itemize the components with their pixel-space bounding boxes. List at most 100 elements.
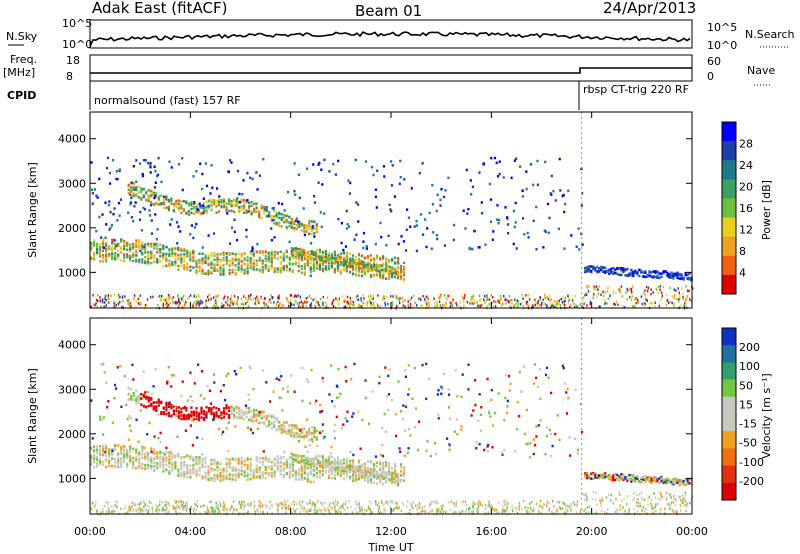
velocity-cell bbox=[315, 468, 318, 471]
power-cell bbox=[138, 260, 141, 264]
velocity-cell bbox=[545, 434, 548, 438]
power-cell bbox=[461, 295, 463, 298]
power-cell bbox=[120, 240, 123, 243]
velocity-cell bbox=[505, 411, 509, 415]
power-cell bbox=[431, 183, 434, 187]
power-cell bbox=[144, 261, 147, 265]
power-cell bbox=[402, 240, 405, 243]
power-cell bbox=[515, 247, 518, 250]
power-cell bbox=[130, 305, 132, 308]
power-cell bbox=[275, 215, 278, 218]
power-cell bbox=[255, 250, 258, 253]
velocity-cell bbox=[213, 479, 216, 482]
power-cell bbox=[683, 305, 685, 309]
power-cell bbox=[613, 302, 615, 306]
velocity-cell bbox=[219, 462, 222, 465]
power-cell bbox=[372, 301, 375, 304]
power-cell bbox=[409, 306, 412, 309]
power-cell bbox=[642, 304, 644, 307]
power-cell bbox=[246, 171, 249, 175]
power-cell bbox=[324, 250, 327, 253]
power-cell bbox=[205, 184, 209, 188]
power-cell bbox=[342, 264, 345, 267]
power-cell bbox=[138, 258, 141, 262]
power-cell bbox=[243, 270, 246, 273]
velocity-cell bbox=[196, 436, 199, 439]
power-cell bbox=[297, 257, 300, 261]
velocity-cell bbox=[333, 437, 336, 440]
velocity-cell bbox=[126, 456, 129, 459]
power-cell bbox=[222, 251, 225, 254]
power-cell bbox=[306, 258, 309, 261]
power-cell bbox=[539, 298, 541, 301]
power-cell bbox=[356, 264, 360, 268]
velocity-cell bbox=[106, 405, 109, 409]
power-cell bbox=[190, 211, 193, 215]
velocity-cell bbox=[448, 393, 451, 396]
velocity-cell bbox=[267, 465, 270, 469]
power-colorbar-tick: 16 bbox=[739, 202, 753, 215]
power-cell bbox=[606, 302, 608, 305]
power-cell bbox=[174, 252, 177, 256]
power-cell bbox=[276, 270, 279, 273]
velocity-cell bbox=[150, 459, 153, 462]
velocity-cell bbox=[195, 462, 198, 466]
velocity-cell bbox=[165, 406, 168, 409]
power-cell bbox=[324, 258, 327, 261]
power-cell bbox=[600, 266, 603, 269]
power-cell bbox=[255, 171, 258, 174]
velocity-cell bbox=[568, 436, 571, 439]
power-cell bbox=[559, 189, 562, 192]
power-cell bbox=[165, 245, 168, 249]
power-cell bbox=[225, 257, 228, 261]
velocity-cell bbox=[238, 416, 241, 419]
velocity-cell bbox=[250, 410, 253, 413]
power-cell bbox=[397, 257, 400, 260]
velocity-cell bbox=[275, 429, 278, 432]
power-cell bbox=[254, 302, 256, 305]
velocity-cell bbox=[192, 456, 195, 459]
power-cell bbox=[348, 264, 352, 267]
velocity-cell bbox=[231, 474, 234, 477]
velocity-cell bbox=[197, 416, 201, 419]
power-cell bbox=[327, 252, 330, 255]
power-cell bbox=[344, 305, 347, 308]
power-cell bbox=[391, 258, 394, 262]
velocity-cell bbox=[372, 464, 376, 467]
power-cell bbox=[132, 186, 135, 189]
velocity-cell bbox=[237, 475, 240, 479]
velocity-cell bbox=[366, 479, 370, 482]
power-cell bbox=[409, 225, 412, 228]
power-cell bbox=[298, 302, 300, 306]
power-cell bbox=[500, 296, 502, 300]
velocity-cell bbox=[93, 449, 96, 452]
velocity-cell bbox=[221, 414, 224, 417]
power-cell bbox=[596, 295, 598, 298]
power-cell bbox=[252, 254, 255, 257]
power-cell bbox=[107, 203, 111, 207]
power-cell bbox=[305, 224, 308, 227]
power-cell bbox=[185, 212, 188, 215]
velocity-cell bbox=[145, 397, 148, 400]
power-cell bbox=[133, 188, 136, 191]
power-cell bbox=[175, 221, 179, 224]
velocity-cell bbox=[394, 412, 397, 416]
power-cell bbox=[502, 176, 505, 179]
velocity-cell bbox=[448, 448, 451, 452]
velocity-cell bbox=[403, 470, 406, 473]
velocity-cell bbox=[111, 449, 114, 452]
power-cell bbox=[644, 271, 647, 274]
power-cell bbox=[296, 247, 299, 251]
power-colorbar-segment bbox=[722, 122, 736, 142]
velocity-cell bbox=[132, 462, 135, 465]
power-cell bbox=[634, 269, 637, 273]
power-cell bbox=[388, 203, 391, 207]
velocity-cell bbox=[212, 418, 215, 421]
power-cell bbox=[590, 269, 593, 273]
velocity-cell bbox=[186, 475, 189, 479]
power-cell bbox=[243, 272, 246, 275]
velocity-cell bbox=[315, 455, 318, 458]
power-cell bbox=[156, 244, 159, 247]
velocity-cell bbox=[204, 474, 207, 478]
power-cell bbox=[242, 295, 245, 298]
